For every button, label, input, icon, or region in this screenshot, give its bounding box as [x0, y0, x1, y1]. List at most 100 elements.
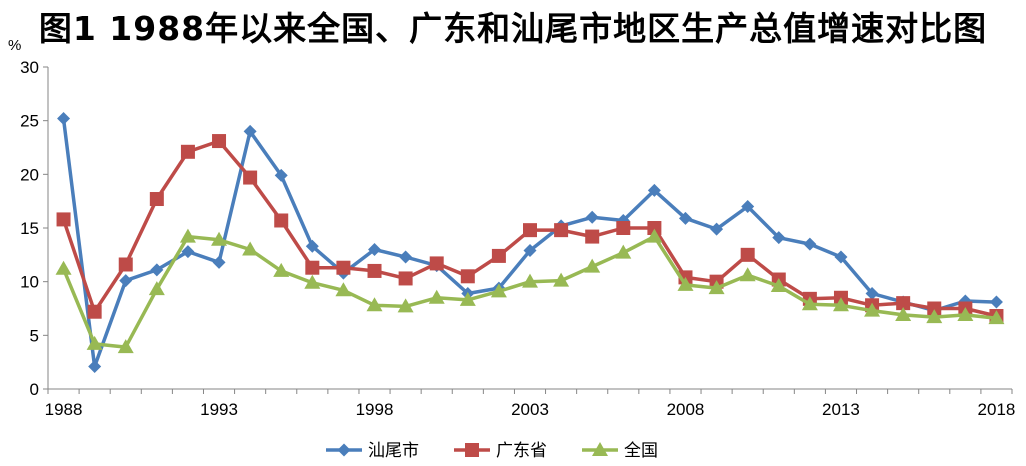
data-point-series-2: [616, 221, 631, 235]
data-point-series-3: [708, 280, 725, 295]
data-point-series-3: [179, 228, 196, 243]
y-axis-unit: %: [8, 37, 21, 54]
y-tick-label: 30: [20, 58, 39, 77]
data-point-series-3: [926, 309, 943, 324]
y-tick-label: 20: [20, 165, 39, 184]
data-point-series-2: [56, 212, 71, 227]
data-point-series-1: [274, 168, 288, 182]
data-point-series-1: [678, 211, 692, 225]
data-point-series-2: [740, 247, 755, 262]
data-point-series-1: [585, 210, 599, 224]
legend-label-2: 广东省: [496, 441, 547, 461]
data-point-series-2: [523, 223, 537, 238]
data-point-series-2: [149, 192, 164, 207]
data-point-series-3: [304, 274, 321, 289]
x-tick-label: 2013: [822, 400, 860, 419]
legend-marker-1: [337, 443, 351, 457]
data-point-series-2: [212, 134, 227, 149]
y-tick-label: 10: [20, 273, 39, 292]
data-point-series-3: [864, 302, 881, 317]
data-point-series-1: [119, 274, 133, 288]
data-point-series-2: [429, 256, 444, 271]
data-point-series-1: [647, 183, 661, 197]
x-tick-label: 2003: [511, 400, 549, 419]
data-point-series-1: [368, 242, 382, 256]
data-point-series-3: [366, 297, 383, 312]
data-point-series-2: [336, 260, 351, 275]
legend-label-1: 汕尾市: [368, 441, 419, 461]
legend-marker-2: [465, 443, 479, 457]
data-point-series-3: [397, 298, 414, 313]
chart-title: 图1 1988年以来全国、广东和汕尾市地区生产总值增速对比图: [38, 9, 988, 48]
data-point-series-1: [741, 200, 755, 214]
y-tick-label: 0: [30, 380, 39, 399]
data-point-series-1: [57, 112, 71, 126]
data-point-series-2: [87, 304, 102, 319]
data-point-series-3: [459, 291, 476, 306]
data-point-series-1: [772, 231, 786, 245]
data-point-series-1: [710, 222, 724, 236]
x-tick-label: 2018: [978, 400, 1016, 419]
data-point-series-3: [211, 231, 228, 246]
x-tick-label: 1988: [45, 400, 83, 419]
data-point-series-2: [367, 263, 382, 278]
y-tick-label: 25: [20, 112, 39, 131]
x-tick-label: 1998: [356, 400, 394, 419]
data-point-series-3: [55, 260, 72, 275]
data-point-series-1: [181, 245, 195, 259]
x-tick-label: 1993: [200, 400, 238, 419]
data-point-series-3: [86, 335, 103, 350]
data-point-series-3: [584, 258, 601, 273]
series-line-1: [61, 118, 997, 369]
data-point-series-3: [957, 306, 974, 321]
data-point-series-2: [554, 223, 569, 238]
data-point-series-3: [490, 283, 507, 298]
data-point-series-3: [273, 262, 290, 277]
data-point-series-3: [832, 297, 849, 312]
x-tick-label: 2008: [667, 400, 705, 419]
data-point-series-2: [927, 301, 942, 316]
data-point-series-1: [803, 237, 817, 251]
data-point-series-3: [770, 277, 787, 292]
data-point-series-1: [989, 295, 1003, 309]
data-point-series-3: [553, 272, 570, 287]
data-point-series-1: [523, 244, 537, 258]
data-point-series-3: [428, 289, 445, 304]
data-point-series-2: [896, 296, 911, 311]
data-point-series-1: [865, 286, 879, 300]
y-tick-label: 5: [30, 326, 39, 345]
legend-marker-3: [592, 442, 608, 456]
data-point-series-2: [647, 221, 662, 235]
data-point-series-3: [801, 296, 818, 311]
data-point-series-3: [335, 282, 352, 297]
data-point-series-1: [212, 255, 226, 269]
data-point-series-3: [522, 273, 538, 288]
data-point-series-3: [988, 310, 1005, 325]
data-point-series-1: [305, 239, 319, 253]
data-point-series-1: [834, 250, 848, 264]
data-point-series-1: [88, 359, 102, 373]
data-point-series-2: [460, 269, 475, 284]
data-point-series-3: [739, 267, 756, 282]
data-point-series-2: [243, 170, 258, 185]
data-point-series-3: [615, 244, 632, 259]
data-point-series-3: [242, 241, 259, 256]
data-point-series-3: [677, 276, 694, 291]
legend-label-3: 全国: [624, 441, 658, 461]
data-point-series-2: [180, 144, 195, 159]
data-point-series-2: [305, 260, 320, 275]
data-point-series-2: [118, 257, 133, 272]
data-point-series-1: [399, 250, 413, 264]
y-tick-label: 15: [20, 219, 39, 238]
data-point-series-3: [148, 281, 165, 296]
data-point-series-3: [895, 306, 912, 321]
data-point-series-3: [646, 228, 663, 243]
data-point-series-2: [491, 248, 506, 263]
data-point-series-3: [117, 339, 134, 354]
data-point-series-1: [150, 263, 164, 277]
data-point-series-2: [585, 229, 600, 244]
data-point-series-2: [274, 213, 289, 228]
data-point-series-1: [243, 124, 257, 138]
data-point-series-2: [398, 271, 413, 286]
